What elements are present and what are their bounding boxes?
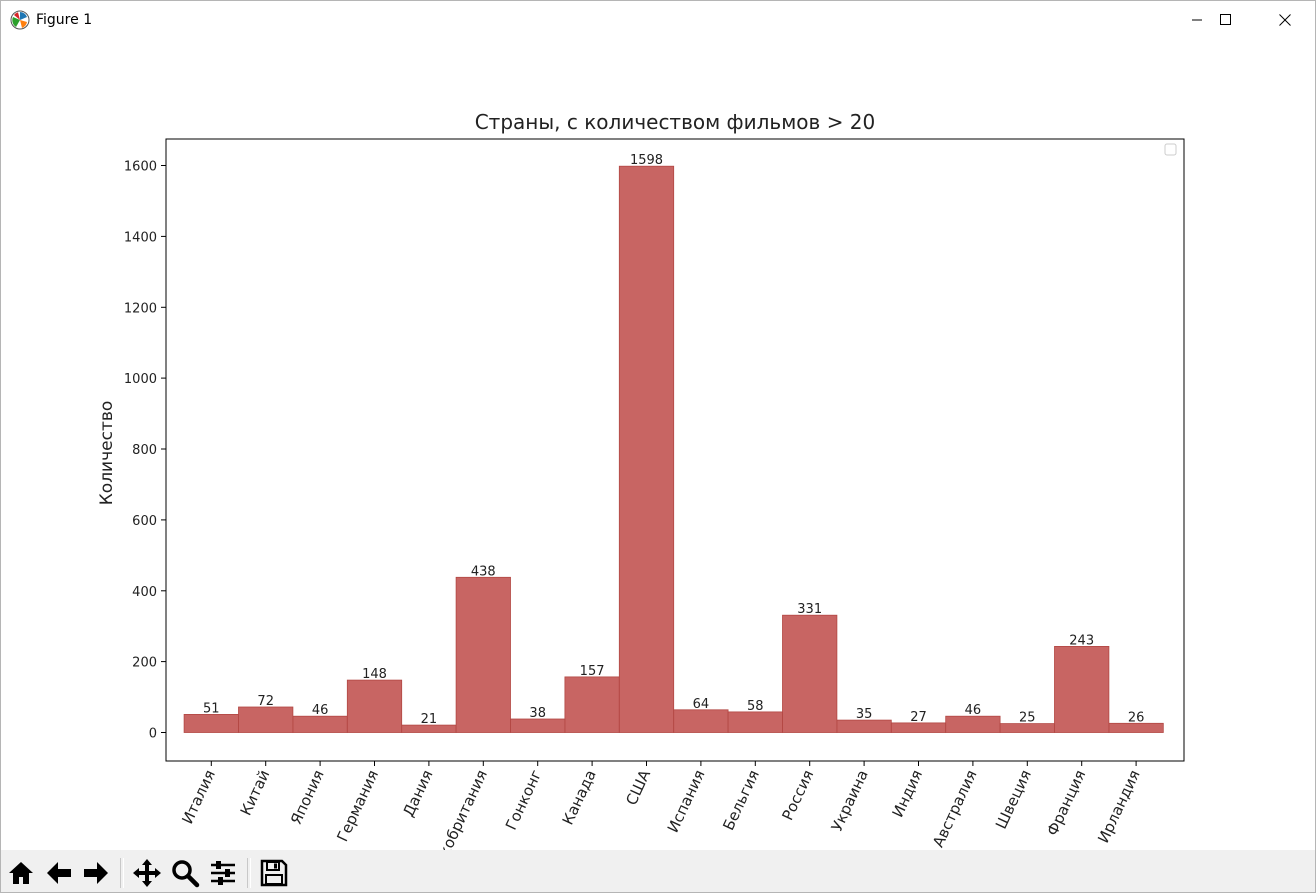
- toolbar-separator: [120, 858, 124, 888]
- y-tick-label: 200: [132, 656, 157, 671]
- bar-value-label: 438: [471, 564, 496, 579]
- bar-9: [673, 709, 729, 733]
- forward-arrow-icon: [84, 862, 108, 884]
- y-tick-label: 1200: [124, 301, 157, 316]
- bar-value-label: 243: [1069, 633, 1094, 648]
- window-title: Figure 1: [36, 12, 93, 28]
- bar-value-label: 331: [797, 602, 822, 617]
- bar-value-label: 1598: [630, 153, 663, 168]
- y-tick-label: 600: [132, 514, 157, 529]
- save-button[interactable]: [257, 856, 291, 890]
- chart-title: Страны, с количеством фильмов > 20: [475, 110, 876, 134]
- bar-value-label: 64: [693, 697, 710, 712]
- legend-box: [1164, 143, 1177, 156]
- home-icon: [9, 862, 33, 884]
- bar-value-label: 26: [1128, 710, 1145, 725]
- y-tick-label: 1000: [124, 372, 157, 387]
- plot-frame: [165, 138, 1185, 762]
- bar-value-label: 72: [257, 694, 274, 709]
- pan-icon: [133, 859, 161, 887]
- y-tick-label: 800: [132, 443, 157, 458]
- bar-16: [1054, 646, 1110, 733]
- y-axis: 0 200 400 600 800 1000 1200 1400 1600: [124, 160, 166, 742]
- zoom-button[interactable]: [168, 856, 202, 890]
- bar-value-label: 46: [965, 703, 982, 718]
- bar-value-label: 58: [747, 699, 764, 714]
- navigation-toolbar: [0, 850, 1316, 893]
- y-tick-label: 1400: [124, 230, 157, 245]
- maximize-button[interactable]: [1197, 0, 1255, 40]
- y-tick-label: 400: [132, 585, 157, 600]
- bar-2: [292, 715, 348, 733]
- bar-14: [945, 715, 1001, 733]
- figure-canvas: 51 72 46 148 21 438 38 157 1598 64 58 331 35 27 46 25 24…: [0, 40, 1316, 850]
- pan-button[interactable]: [130, 856, 164, 890]
- back-button[interactable]: [42, 856, 76, 890]
- subplots-icon: [211, 861, 235, 885]
- back-arrow-icon: [47, 862, 71, 884]
- bar-0: [183, 714, 239, 733]
- toolbar-separator: [247, 858, 251, 888]
- bar-7: [564, 676, 620, 733]
- bar-3: [346, 679, 403, 733]
- bar-8: [618, 165, 675, 733]
- minimize-icon: [1192, 19, 1202, 21]
- bar-value-label: 25: [1019, 711, 1036, 726]
- bar-11: [782, 614, 838, 733]
- zoom-icon: [172, 860, 200, 888]
- save-icon: [260, 859, 288, 887]
- bar-value-label: 157: [580, 664, 605, 679]
- bar-value-label: 21: [421, 712, 438, 727]
- y-axis-label: Количество: [97, 401, 117, 506]
- y-tick-label: 0: [149, 727, 157, 742]
- bar-value-label: 51: [203, 701, 220, 716]
- bar-value-label: 148: [362, 667, 387, 682]
- bar-17: [1108, 722, 1164, 733]
- bar-chart: 51 72 46 148 21 438 38 157 1598 64 58 331 35 27 46 25 24…: [0, 40, 1316, 850]
- matplotlib-icon: [10, 10, 30, 30]
- maximize-icon: [1220, 14, 1231, 25]
- bar-1: [238, 706, 294, 733]
- bar-6: [510, 718, 566, 733]
- title-bar: Figure 1: [0, 0, 1316, 40]
- bar-value-label: 35: [856, 707, 873, 722]
- close-icon: [1279, 14, 1291, 26]
- bar-value-label: 46: [312, 703, 329, 718]
- close-button[interactable]: [1256, 0, 1314, 40]
- bar-5: [455, 576, 511, 733]
- minimize-button[interactable]: [1168, 0, 1226, 40]
- y-tick-label: 1600: [124, 160, 157, 175]
- bars-layer: 51 72 46 148 21 438 38 157 1598 64 58 331 35 27 46 25 24…: [183, 153, 1164, 733]
- bar-value-label: 27: [910, 710, 927, 725]
- bar-10: [727, 711, 783, 733]
- subplots-button[interactable]: [206, 856, 240, 890]
- bar-value-label: 38: [529, 706, 546, 721]
- forward-button[interactable]: [79, 856, 113, 890]
- home-button[interactable]: [4, 856, 38, 890]
